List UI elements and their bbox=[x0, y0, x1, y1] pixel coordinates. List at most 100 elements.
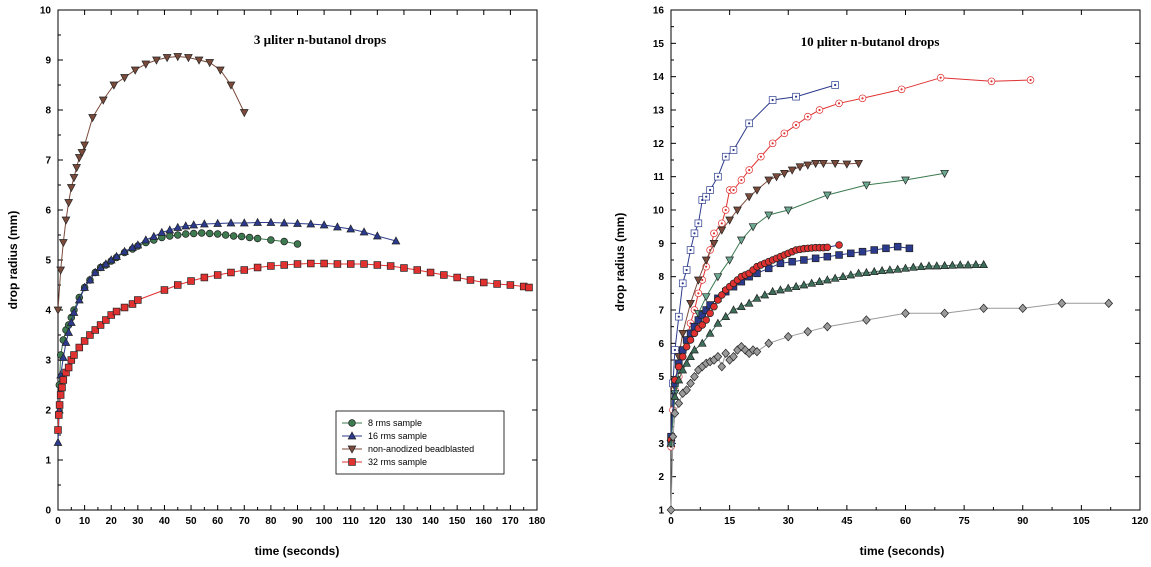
chart-0-series-1-point bbox=[319, 220, 329, 229]
chart-1-series-5-point bbox=[702, 316, 710, 324]
chart-1-series-6-point bbox=[776, 285, 785, 294]
chart-0-series-3-point bbox=[213, 271, 222, 279]
chart-1-series-7-point bbox=[752, 346, 762, 357]
chart-1-series-6-point bbox=[697, 338, 707, 347]
chart-0-series-1-point bbox=[279, 218, 289, 227]
chart-1-series-4-point bbox=[823, 252, 832, 261]
chart-1-series-5-point bbox=[682, 342, 691, 351]
chart-1-series-7-point bbox=[862, 315, 871, 325]
chart-0-series-3-point bbox=[75, 343, 84, 352]
chart-0-series-1-point bbox=[181, 221, 191, 230]
chart-1-series-1-point-center bbox=[724, 208, 727, 212]
chart-0-series-0 bbox=[55, 229, 302, 389]
chart-1-series-2-line bbox=[670, 162, 859, 444]
chart-1-series-4-point bbox=[698, 311, 707, 319]
chart-1-series-6-point bbox=[705, 328, 715, 337]
chart-0-series-3-point bbox=[120, 303, 129, 312]
chart-1-series-6-point bbox=[838, 271, 848, 281]
chart-0-series-1-point bbox=[173, 222, 183, 231]
chart-1-series-1-point-center bbox=[771, 142, 774, 145]
chart-1-series-5-point bbox=[835, 241, 843, 249]
chart-0-series-2 bbox=[53, 53, 249, 315]
chart-1-series-6-point bbox=[791, 281, 801, 291]
chart-1-series-2-point bbox=[686, 299, 695, 309]
chart-left-ylabel: drop radius (mm) bbox=[6, 211, 20, 310]
chart-1-series-0-point-center bbox=[685, 268, 688, 272]
chart-0-series-3-point bbox=[91, 326, 100, 334]
chart-1-series-5-point bbox=[686, 336, 695, 344]
chart-1-series-3-point bbox=[822, 191, 832, 200]
chart-0-series-1-point bbox=[253, 217, 262, 226]
chart-1-series-2-point bbox=[717, 226, 727, 235]
chart-0-series-2-point bbox=[74, 154, 84, 163]
chart-1-series-6-point bbox=[690, 345, 699, 354]
chart-1-series-1-point-center bbox=[794, 123, 798, 127]
chart-1-series-6-point bbox=[682, 358, 692, 367]
chart-1-series-1-point-center bbox=[861, 97, 864, 100]
chart-0-series-2-point bbox=[130, 66, 140, 75]
chart-0-x-tick-label: 50 bbox=[185, 516, 197, 527]
chart-1-series-6-point bbox=[713, 318, 723, 327]
chart-0-series-3-point bbox=[64, 363, 73, 372]
chart-0-series-3-point bbox=[174, 281, 182, 289]
chart-1-y-tick-label: 13 bbox=[653, 106, 665, 117]
chart-1-series-1-point-center bbox=[748, 168, 751, 172]
chart-1-series-4-line bbox=[670, 246, 910, 437]
chart-0-series-3-point bbox=[400, 264, 408, 272]
chart-1-series-0-point-center bbox=[732, 148, 735, 152]
chart-1-x-tick-label: 75 bbox=[959, 516, 971, 527]
chart-0-series-1-point bbox=[80, 282, 89, 291]
chart-1-x-tick-label: 15 bbox=[724, 516, 736, 527]
legend-marker bbox=[347, 431, 357, 440]
chart-0-series-3-point bbox=[187, 277, 195, 285]
chart-1-series-3-point bbox=[748, 223, 758, 232]
chart-0-series-1-point bbox=[391, 236, 401, 245]
chart-1-series-4-point bbox=[893, 242, 902, 251]
chart-1-series-2-point bbox=[678, 329, 688, 339]
chart-1-series-0-line bbox=[670, 84, 836, 444]
chart-0-series-0-point bbox=[174, 231, 182, 239]
chart-0-series-0-point bbox=[221, 231, 230, 239]
chart-0-x-tick-label: 170 bbox=[502, 516, 519, 527]
chart-0-x-tick-label: 90 bbox=[292, 516, 304, 527]
chart-0-series-1-point bbox=[306, 219, 316, 228]
chart-1-series-4-point bbox=[694, 316, 703, 324]
chart-1-series-6-point bbox=[885, 265, 895, 274]
chart-0-series-1-point bbox=[66, 317, 76, 326]
chart-1-series-0-point-center bbox=[677, 315, 680, 318]
chart-0-series-2-point bbox=[152, 56, 161, 65]
chart-0-series-3-point bbox=[307, 259, 315, 268]
chart-1-series-6-point bbox=[932, 261, 942, 270]
chart-0-series-1-point bbox=[74, 295, 84, 304]
chart-1-series-6-point bbox=[846, 270, 856, 279]
chart-1-series-7-point bbox=[979, 303, 988, 314]
chart-0-series-1-point bbox=[112, 251, 121, 260]
chart-0-series-2-point bbox=[109, 81, 119, 90]
chart-1-series-6-point bbox=[760, 290, 770, 299]
chart-0-series-3-point bbox=[54, 426, 62, 434]
chart-1-series-0-point-center bbox=[681, 282, 684, 285]
chart-1-series-2 bbox=[666, 159, 863, 449]
chart-1-series-6-point bbox=[799, 280, 809, 289]
chart-1-series-0-point-center bbox=[716, 175, 720, 178]
chart-1-series-4-point bbox=[811, 254, 820, 263]
chart-1-y-tick-label: 11 bbox=[653, 172, 664, 183]
chart-1-series-0-point-center bbox=[697, 222, 700, 225]
chart-1-series-7-point bbox=[1104, 298, 1114, 309]
chart-0-x-tick-label: 30 bbox=[132, 516, 144, 527]
chart-1-x-tick-label: 60 bbox=[900, 516, 912, 527]
chart-1-series-2-point bbox=[811, 159, 820, 169]
chart-0-y-tick-label: 4 bbox=[45, 306, 51, 317]
chart-0-series-3-point bbox=[525, 283, 533, 292]
chart-0-series-3-point bbox=[59, 376, 68, 384]
chart-1-series-5-point bbox=[714, 296, 722, 304]
chart-0-y-tick-label: 6 bbox=[45, 206, 51, 217]
chart-1-series-0-point-center bbox=[748, 122, 751, 125]
chart-1-series-6-point bbox=[869, 266, 879, 276]
chart-0-x-tick-label: 10 bbox=[79, 516, 91, 527]
chart-0-x-tick-label: 150 bbox=[449, 516, 466, 527]
chart-1-x-tick-label: 30 bbox=[783, 516, 795, 527]
chart-1-series-2-point bbox=[772, 173, 781, 182]
chart-0-x-tick-label: 70 bbox=[239, 516, 251, 527]
